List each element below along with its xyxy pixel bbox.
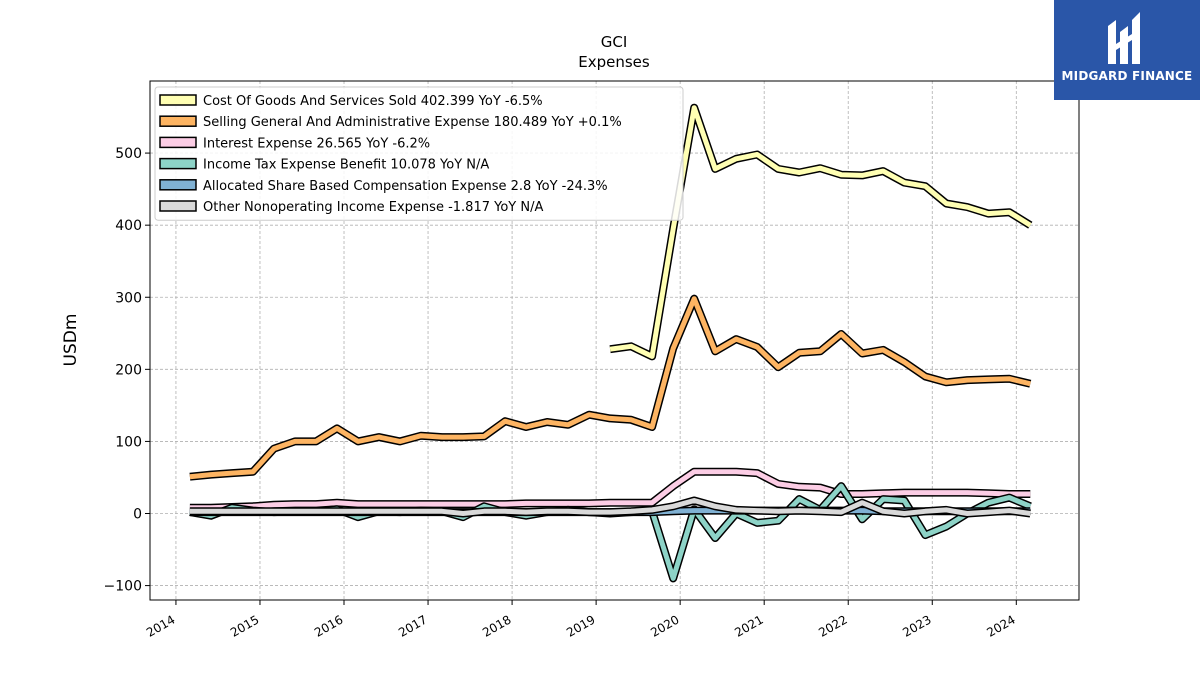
x-axis: 2014 2015 2016 2017 2018 2019 2020 2021 2022 2023… xyxy=(144,600,1018,640)
y-tick-label: 200 xyxy=(115,362,142,378)
x-tick-label: 2016 xyxy=(312,612,345,639)
y-tick-label: −100 xyxy=(104,579,142,595)
x-tick-label: 2019 xyxy=(564,612,597,639)
legend-swatch xyxy=(159,179,197,191)
legend-swatch xyxy=(159,136,197,149)
series-outline-1 xyxy=(189,294,1032,481)
brand-logo: MIDGARD FINANCE xyxy=(1054,0,1200,100)
legend-label: Cost Of Goods And Services Sold 402.399 … xyxy=(203,94,543,109)
x-tick-label: 2023 xyxy=(900,612,933,639)
x-tick-label: 2021 xyxy=(732,612,765,639)
legend-swatch xyxy=(159,94,197,106)
brand-name: MIDGARD FINANCE xyxy=(1061,69,1193,83)
legend-label: Other Nonoperating Income Expense -1.817… xyxy=(203,200,543,215)
chart-subtitle: Expenses xyxy=(578,53,650,71)
x-tick-label: 2014 xyxy=(144,612,177,639)
x-tick-label: 2018 xyxy=(480,612,513,639)
legend-label: Interest Expense 26.565 YoY -6.2% xyxy=(203,136,430,151)
legend-swatch xyxy=(159,200,197,212)
series-line-1 xyxy=(189,296,1031,480)
y-tick-label: 400 xyxy=(115,218,142,234)
x-tick-label: 2015 xyxy=(228,612,261,639)
series-line-2 xyxy=(189,469,1031,511)
legend-box xyxy=(154,86,684,221)
x-tick-label: 2022 xyxy=(816,612,849,639)
legend-label: Selling General And Administrative Expen… xyxy=(203,115,622,130)
plot-frame xyxy=(149,80,1080,601)
chart-title: GCI xyxy=(601,33,628,51)
legend: Cost Of Goods And Services Sold 402.399 … xyxy=(154,86,684,221)
y-axis: −100 0 100 200 300 400 500 xyxy=(104,146,150,595)
legend-label: Income Tax Expense Benefit 10.078 YoY N/… xyxy=(203,158,489,173)
x-tick-label: 2024 xyxy=(984,612,1017,639)
y-tick-label: 500 xyxy=(115,146,142,162)
series-layer xyxy=(189,103,1033,583)
x-tick-label: 2017 xyxy=(396,612,429,639)
series-line-5 xyxy=(189,498,1031,516)
y-axis-label: USDm xyxy=(61,314,81,367)
y-tick-label: 0 xyxy=(133,507,142,523)
y-tick-label: 300 xyxy=(115,290,142,306)
midgard-logo-icon xyxy=(1108,12,1140,64)
x-tick-label: 2020 xyxy=(648,612,681,639)
legend-swatch xyxy=(159,115,197,127)
legend-swatch xyxy=(159,157,197,170)
y-tick-label: 100 xyxy=(115,434,142,450)
legend-label: Allocated Share Based Compensation Expen… xyxy=(203,179,608,194)
